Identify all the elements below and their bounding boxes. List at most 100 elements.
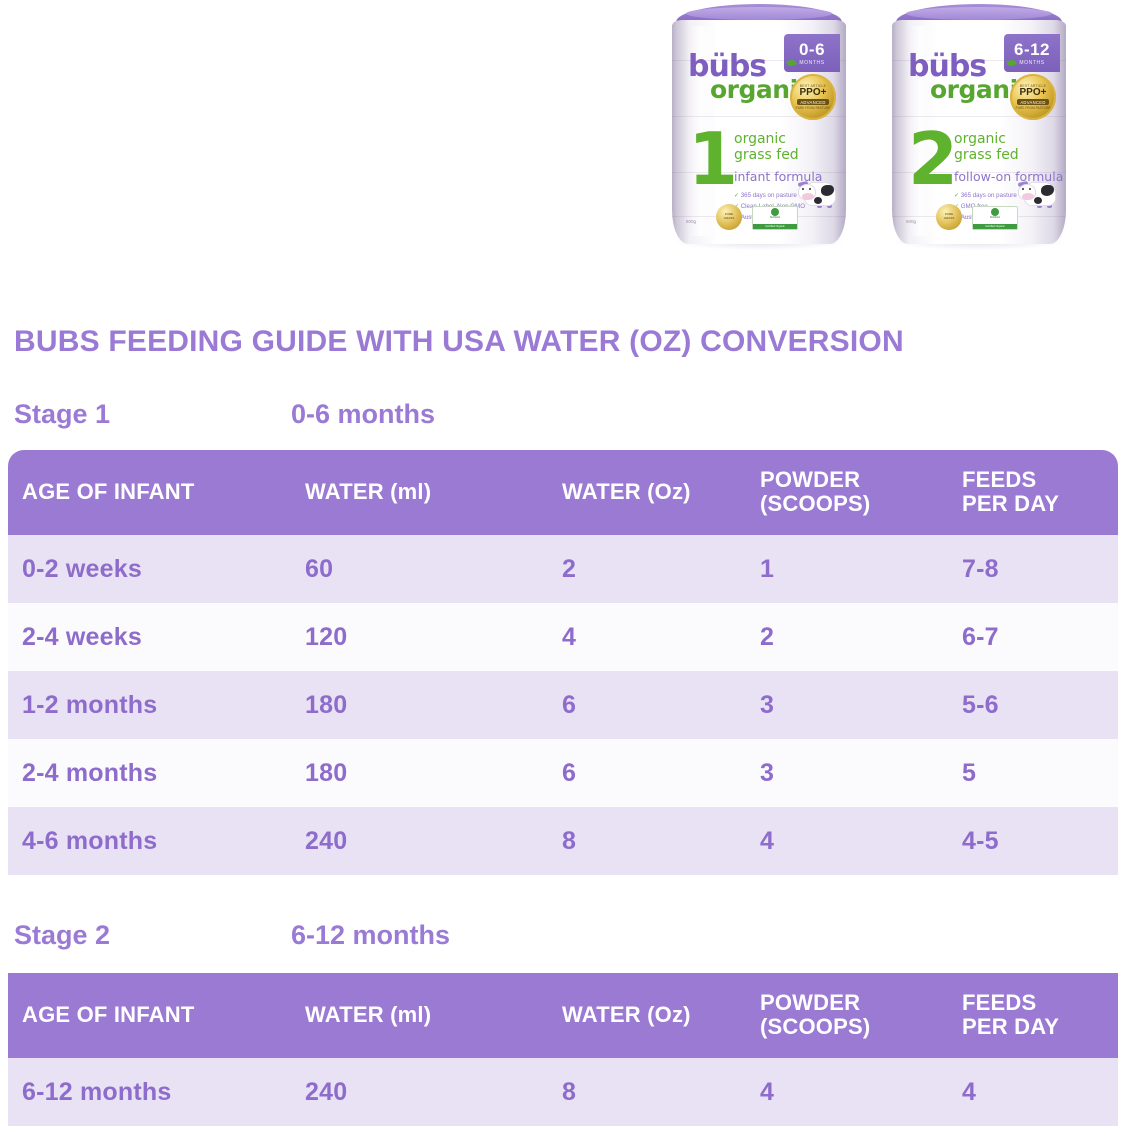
cell-water-ml: 180 [305, 758, 348, 787]
page-title: BUBS FEEDING GUIDE WITH USA WATER (OZ) C… [14, 325, 904, 358]
column-header-age-of-infant: AGE OF INFANT [8, 973, 291, 1058]
cell-age: 6-12 months [22, 1077, 172, 1106]
column-header-feeds-per-day: FEEDS PER DAY [948, 450, 1118, 535]
net-weight: 800g [906, 219, 917, 224]
seal-dot [991, 208, 999, 216]
cell-feeds-per-day: 4 [962, 1077, 977, 1106]
product-line-1: organic [954, 131, 1007, 147]
product-bullet: 365 days on pasture [954, 191, 1066, 202]
product-line-2: grass fed [734, 146, 799, 163]
cell-feeds-per-day: 7-8 [962, 554, 999, 583]
header-line-1: FEEDS [962, 467, 1037, 493]
cell-water-oz: 8 [562, 1077, 577, 1106]
cell-powder-scoops: 3 [760, 690, 775, 719]
cell-powder-scoops: 4 [760, 1077, 775, 1106]
cell-age: 2-4 months [22, 758, 158, 787]
cell-water-ml: 240 [305, 1077, 348, 1106]
header-line-1: WATER (ml) [305, 1001, 432, 1027]
pure-grass-seal-icon [936, 204, 962, 230]
age-badge-unit: MONTHS [1019, 59, 1045, 66]
cell-water-ml: 180 [305, 690, 348, 719]
green-seal-line-2: Certified Organic [765, 225, 785, 228]
cow-muzzle [1022, 193, 1034, 200]
cell-water-ml: 120 [305, 622, 348, 651]
ppo-seal-bottom-text: PURE FROM PASTURE [795, 106, 831, 110]
header-line-2: (SCOOPS) [760, 490, 871, 516]
cow-muzzle [802, 193, 814, 200]
table-row: 2-4 months 180 6 3 5 [8, 739, 1118, 807]
ppo-seal-advanced: ADVANCED [797, 99, 829, 105]
stage-2-age-range: 6-12 months [291, 920, 451, 950]
header-line-1: POWDER [760, 990, 861, 1016]
table-row: 1-2 months 180 6 3 5-6 [8, 671, 1118, 739]
column-header-water-ml: WATER (ml) [291, 973, 548, 1058]
organic-certified-seal-icon: NASAA Certified Organic [972, 206, 1018, 230]
ppo-seal-top-text: BEST ARTICLE [799, 84, 827, 88]
ppo-plus-seal-icon: BEST ARTICLE PPO+ ADVANCED PURE FROM PAS… [1010, 74, 1056, 120]
ppo-seal-label: PPO+ [799, 87, 827, 98]
cell-powder-scoops: 1 [760, 554, 775, 583]
cow-eye [808, 187, 811, 190]
column-header-water-oz: WATER (Oz) [548, 973, 746, 1058]
cow-spot [814, 197, 822, 204]
age-badge-range: 6-12 [1013, 39, 1051, 59]
brand-name: bübs [908, 49, 987, 84]
stage-1-age-range: 0-6 months [291, 399, 436, 429]
cow-eye [1021, 187, 1024, 190]
age-badge: 6-12 MONTHS [1004, 34, 1060, 72]
cell-water-oz: 2 [562, 554, 577, 583]
cow-mascot-icon [1014, 172, 1058, 208]
can-body: 6-12 MONTHS bübs organic BEST ARTICLE PP… [892, 20, 1066, 244]
column-header-water-oz: WATER (Oz) [548, 450, 746, 535]
cell-powder-scoops: 3 [760, 758, 775, 787]
table-row: 0-2 weeks 60 2 1 7-8 [8, 535, 1118, 603]
ppo-seal-label: PPO+ [1019, 87, 1047, 98]
stage-1-label: Stage 1 [14, 399, 111, 429]
cow-spot [821, 185, 834, 196]
ppo-seal-top-text: BEST ARTICLE [1019, 84, 1047, 88]
product-line-3: infant formula [734, 169, 823, 185]
seal-bar: Certified Organic [753, 224, 797, 229]
product-images: 0-6 MONTHS bübs organic BEST ARTICLE PPO… [662, 0, 1125, 262]
can-ring [672, 172, 846, 173]
age-badge-range: 0-6 [798, 39, 826, 59]
cell-water-ml: 240 [305, 826, 348, 855]
cow-spot [1034, 197, 1042, 204]
cell-water-oz: 6 [562, 758, 577, 787]
stage-1-feeding-table: AGE OF INFANT WATER (ml) WATER (Oz) POWD… [8, 450, 1118, 875]
column-header-feeds-per-day: FEEDS PER DAY [948, 973, 1118, 1058]
can-ring [672, 116, 846, 117]
green-seal-line-2: Certified Organic [985, 225, 1005, 228]
table-row: 6-12 months 240 8 4 4 [8, 1058, 1118, 1126]
can-gloss [910, 26, 936, 236]
product-can-stage-2: 6-12 MONTHS bübs organic BEST ARTICLE PP… [890, 4, 1068, 250]
can-ring [672, 60, 846, 61]
can-gloss [690, 26, 716, 236]
seal-bar: Certified Organic [973, 224, 1017, 229]
cell-powder-scoops: 2 [760, 622, 775, 651]
stage-2-heading: Stage 2 6-12 months [0, 920, 1125, 960]
column-header-water-ml: WATER (ml) [291, 450, 548, 535]
cell-water-oz: 4 [562, 622, 577, 651]
pure-grass-seal-icon [716, 204, 742, 230]
header-line-1: AGE OF INFANT [22, 1001, 195, 1027]
table-header-row: AGE OF INFANT WATER (ml) WATER (Oz) POWD… [8, 973, 1118, 1058]
organic-certified-seal-icon: NASAA Certified Organic [752, 206, 798, 230]
can-ring [892, 172, 1066, 173]
stage-number: 2 [908, 117, 959, 201]
column-header-powder-scoops: POWDER (SCOOPS) [746, 450, 948, 535]
table-row: 4-6 months 240 8 4 4-5 [8, 807, 1118, 875]
cell-age: 1-2 months [22, 690, 158, 719]
product-line-1: organic [734, 131, 787, 147]
header-line-1: FEEDS [962, 990, 1037, 1016]
cow-eye [1028, 187, 1031, 190]
cell-water-oz: 8 [562, 826, 577, 855]
green-seal-line-1: NASAA [989, 215, 1001, 219]
age-badge-unit: MONTHS [799, 59, 825, 66]
stage-2-feeding-table: AGE OF INFANT WATER (ml) WATER (Oz) POWD… [8, 973, 1118, 1126]
header-line-2: (SCOOPS) [760, 1013, 871, 1039]
ppo-seal-advanced: ADVANCED [1017, 99, 1049, 105]
product-line-3: follow-on formula [954, 169, 1064, 185]
header-line-1: WATER (Oz) [562, 478, 691, 504]
